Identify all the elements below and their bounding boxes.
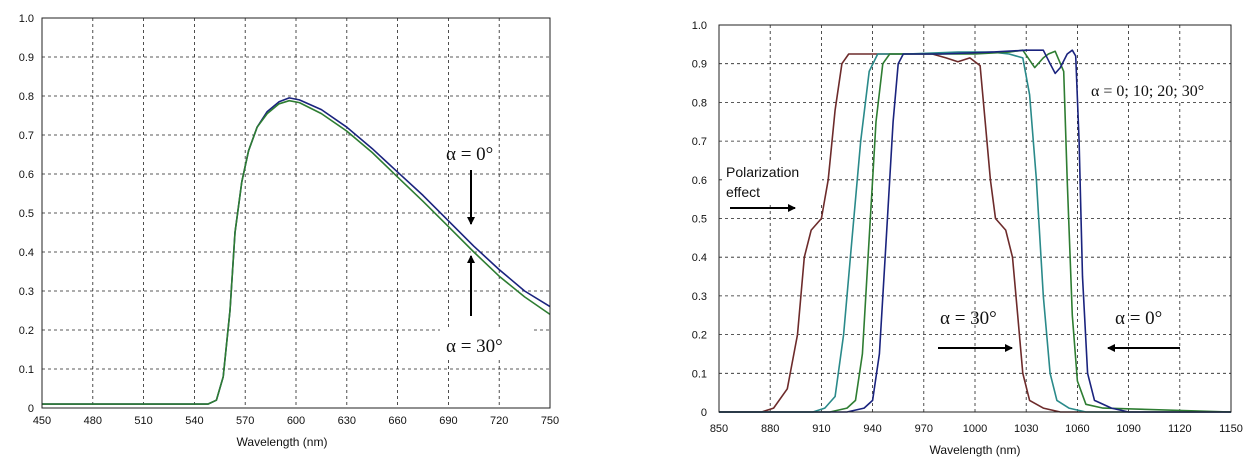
x-tick-label: 910 xyxy=(812,423,830,435)
x-tick-label: 660 xyxy=(388,415,406,427)
x-tick-label: 510 xyxy=(134,415,152,427)
series-line xyxy=(42,99,551,405)
right-chart: 850 880 910 940 970 1000 1030 1060 1090 1120 1150 0… xyxy=(692,20,1243,457)
y-tick-label: 0.9 xyxy=(692,59,707,71)
y-tick-label: 0.2 xyxy=(692,330,707,342)
series-line xyxy=(719,53,1231,413)
polarization-label: Polarization xyxy=(726,164,799,180)
effect-label: effect xyxy=(726,184,760,200)
y-tick-label: 0.6 xyxy=(692,175,707,187)
x-tick-label: 1000 xyxy=(963,423,987,435)
x-tick-label: 1120 xyxy=(1168,423,1192,435)
x-tick-label: 1030 xyxy=(1014,423,1038,435)
y-tick-label: 1.0 xyxy=(19,13,34,25)
right-annotation-bg xyxy=(1088,80,1228,102)
x-tick-label: 720 xyxy=(490,415,508,427)
y-tick-label: 0.1 xyxy=(692,368,707,380)
y-tick-label: 0.8 xyxy=(19,91,34,103)
y-tick-label: 0.8 xyxy=(692,97,707,109)
x-tick-label: 1060 xyxy=(1065,423,1089,435)
y-tick-label: 0.5 xyxy=(19,208,34,220)
y-tick-label: 0.3 xyxy=(19,286,34,298)
left-annotation-bg xyxy=(440,328,532,358)
polarization-bg xyxy=(724,160,822,202)
x-tick-label: 750 xyxy=(541,415,559,427)
left-x-axis-label: Wavelength (nm) xyxy=(237,435,328,449)
y-tick-label: 0 xyxy=(701,407,707,419)
y-tick-label: 0.9 xyxy=(19,52,34,64)
x-tick-label: 570 xyxy=(236,415,254,427)
y-tick-label: 0.7 xyxy=(19,130,34,142)
left-chart: 450 480 510 540 570 600 630 660 690 720 750 0 0.1 0.2… xyxy=(19,13,559,449)
x-tick-label: 600 xyxy=(287,415,305,427)
y-tick-label: 1.0 xyxy=(692,20,707,32)
left-plot-frame xyxy=(41,17,551,409)
y-tick-label: 0.3 xyxy=(692,291,707,303)
x-tick-label: 850 xyxy=(710,423,728,435)
right-x-axis-label: Wavelength (nm) xyxy=(930,443,1021,457)
x-tick-label: 540 xyxy=(185,415,203,427)
x-tick-label: 1090 xyxy=(1116,423,1140,435)
right-plot-frame xyxy=(718,24,1232,413)
y-tick-label: 0 xyxy=(28,403,34,415)
y-tick-label: 0.4 xyxy=(692,252,707,264)
x-tick-label: 880 xyxy=(761,423,779,435)
y-tick-label: 0.1 xyxy=(19,364,34,376)
series-line xyxy=(719,51,1231,413)
y-tick-label: 0.5 xyxy=(692,214,707,226)
left-annotation-alpha-30: α = 30° xyxy=(446,336,503,357)
x-tick-label: 690 xyxy=(439,415,457,427)
y-tick-label: 0.7 xyxy=(692,136,707,148)
x-tick-label: 630 xyxy=(338,415,356,427)
y-tick-label: 0.6 xyxy=(19,169,34,181)
x-tick-label: 480 xyxy=(84,415,102,427)
y-tick-label: 0.2 xyxy=(19,325,34,337)
x-tick-label: 940 xyxy=(863,423,881,435)
x-tick-label: 450 xyxy=(33,415,51,427)
left-annotation-alpha-0: α = 0° xyxy=(446,144,493,165)
right-annotation-alpha-range: α = 0; 10; 20; 30° xyxy=(1091,83,1204,100)
y-tick-label: 0.4 xyxy=(19,247,34,259)
right-annotation-alpha-0: α = 0° xyxy=(1115,308,1162,329)
series-line xyxy=(719,49,1231,413)
x-tick-label: 1150 xyxy=(1219,423,1243,435)
right-annotation-alpha-30: α = 30° xyxy=(940,308,997,329)
x-tick-label: 970 xyxy=(915,423,933,435)
